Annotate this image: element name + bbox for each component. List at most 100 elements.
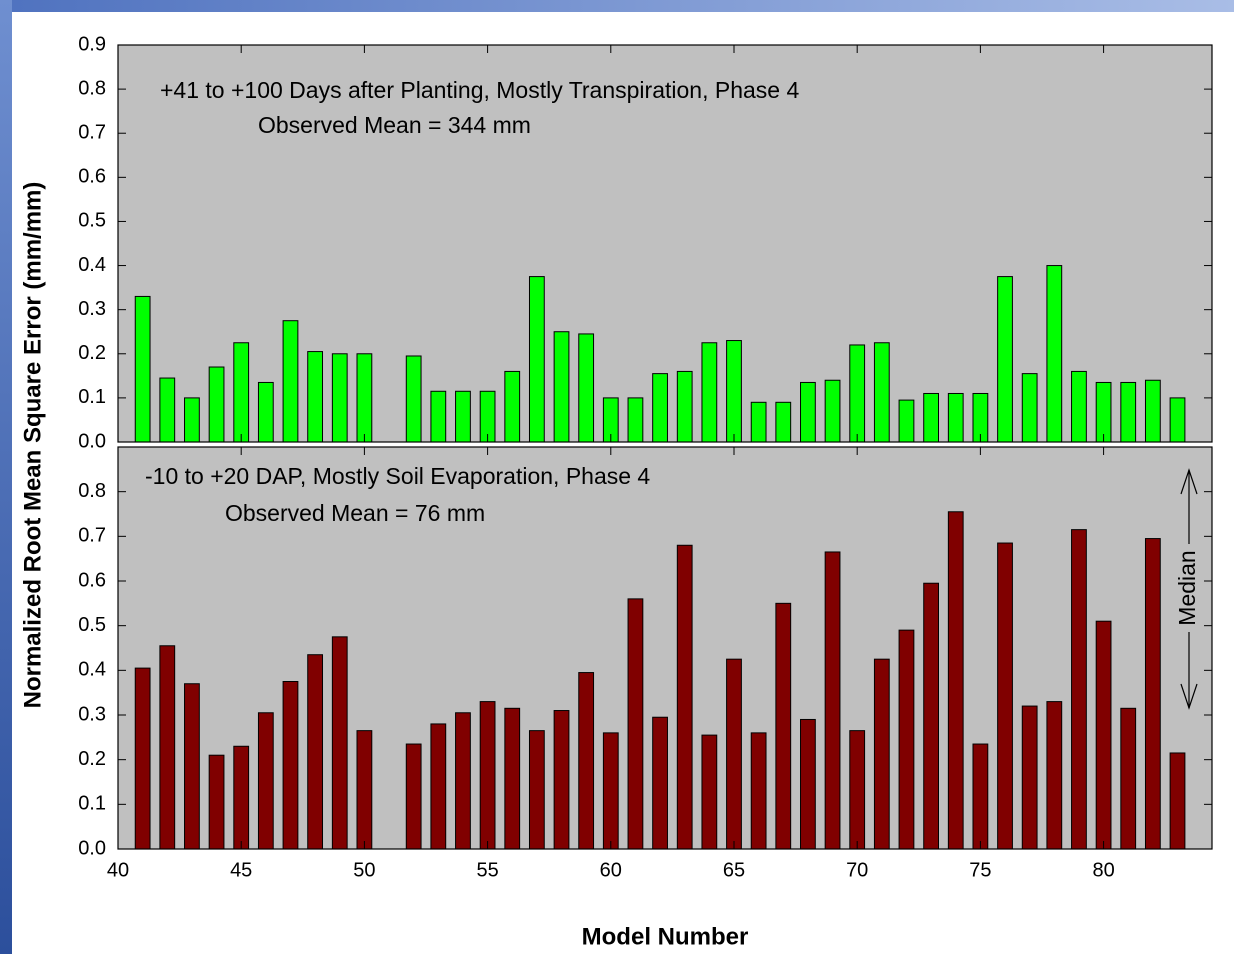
bar xyxy=(405,743,422,850)
x-tick-label: 65 xyxy=(723,859,745,881)
bar xyxy=(307,654,324,850)
median-arrows xyxy=(1180,468,1198,710)
bar xyxy=(947,392,964,443)
bar xyxy=(331,636,348,850)
x-axis-label: Model Number xyxy=(582,923,749,950)
plot-frame xyxy=(117,446,1213,850)
bar xyxy=(873,658,890,850)
bar xyxy=(726,340,742,443)
bar xyxy=(233,745,250,850)
bar xyxy=(356,730,373,850)
bar xyxy=(233,342,250,443)
bar xyxy=(1021,373,1038,443)
x-tick-label: 45 xyxy=(230,859,252,881)
y-tick-label: 0.0 xyxy=(78,837,106,859)
bar xyxy=(923,582,939,850)
bar xyxy=(159,645,176,850)
bar xyxy=(873,342,890,443)
bar xyxy=(282,320,299,443)
bar xyxy=(479,701,496,850)
annotation: +41 to +100 Days after Planting, Mostly … xyxy=(160,77,799,103)
bar xyxy=(1169,397,1186,443)
bar xyxy=(184,683,200,850)
y-tick-label: 0.2 xyxy=(78,342,106,364)
bar xyxy=(578,333,595,443)
x-tick-label: 55 xyxy=(476,859,498,881)
y-tick-label: 0.6 xyxy=(78,569,106,591)
median-label: Median xyxy=(1174,550,1200,625)
x-tick-label: 75 xyxy=(969,859,991,881)
bar xyxy=(1169,752,1186,850)
bar xyxy=(898,629,915,850)
slide-border-left xyxy=(0,0,12,954)
y-tick-label: 0.0 xyxy=(78,430,106,452)
bar xyxy=(455,390,471,443)
bar xyxy=(553,710,570,850)
x-tick-label: 70 xyxy=(846,859,868,881)
bar xyxy=(652,373,668,443)
bar xyxy=(356,353,373,443)
y-tick-label: 0.4 xyxy=(78,659,106,681)
bar xyxy=(430,723,447,850)
y-tick-label: 0.4 xyxy=(78,254,106,276)
bar xyxy=(208,754,225,850)
bar xyxy=(307,351,324,443)
bar xyxy=(159,377,176,443)
bar xyxy=(282,681,299,850)
bar xyxy=(972,743,989,850)
bar xyxy=(1095,620,1112,850)
y-tick-label: 0.3 xyxy=(78,703,106,725)
bar xyxy=(824,379,841,443)
y-tick-label: 0.7 xyxy=(78,525,106,547)
bar xyxy=(1120,707,1137,850)
bar xyxy=(1144,538,1161,850)
plot-frame xyxy=(117,44,1213,443)
bar xyxy=(750,732,767,850)
bar xyxy=(800,718,816,850)
bar xyxy=(726,658,742,850)
bar xyxy=(849,344,866,443)
bar xyxy=(824,551,841,850)
bar xyxy=(528,730,545,850)
bar xyxy=(947,511,964,850)
x-tick-label: 50 xyxy=(353,859,375,881)
y-tick-label: 0.6 xyxy=(78,166,106,188)
bar xyxy=(184,397,200,443)
x-tick-label: 60 xyxy=(600,859,622,881)
x-tick-label: 80 xyxy=(1092,859,1114,881)
x-tick-label: 40 xyxy=(107,859,129,881)
bar xyxy=(627,397,644,443)
bar xyxy=(775,602,792,850)
bar xyxy=(553,331,570,443)
bar xyxy=(627,598,644,850)
bar xyxy=(676,370,693,443)
bar xyxy=(750,401,767,443)
bar xyxy=(602,732,619,850)
bar xyxy=(405,355,422,443)
bar xyxy=(257,712,274,850)
y-tick-label: 0.5 xyxy=(78,210,106,232)
bar xyxy=(134,667,151,850)
bar xyxy=(257,381,274,443)
bar xyxy=(1046,701,1063,850)
y-axis-label: Normalized Root Mean Square Error (mm/mm… xyxy=(19,182,46,709)
bar xyxy=(676,544,693,850)
bar xyxy=(923,392,939,443)
bar xyxy=(1071,529,1087,850)
bar xyxy=(528,276,545,443)
bar xyxy=(331,353,348,443)
bar xyxy=(997,542,1013,850)
bar xyxy=(1120,381,1137,443)
bar xyxy=(1071,370,1087,443)
bar xyxy=(701,342,718,443)
annotation: -10 to +20 DAP, Mostly Soil Evaporation,… xyxy=(145,463,650,489)
y-tick-label: 0.9 xyxy=(78,33,106,55)
bar xyxy=(652,716,668,850)
bar xyxy=(849,730,866,850)
bar xyxy=(430,390,447,443)
bar xyxy=(134,295,151,443)
bar xyxy=(455,712,471,850)
bar xyxy=(504,370,521,443)
y-tick-label: 0.3 xyxy=(78,298,106,320)
